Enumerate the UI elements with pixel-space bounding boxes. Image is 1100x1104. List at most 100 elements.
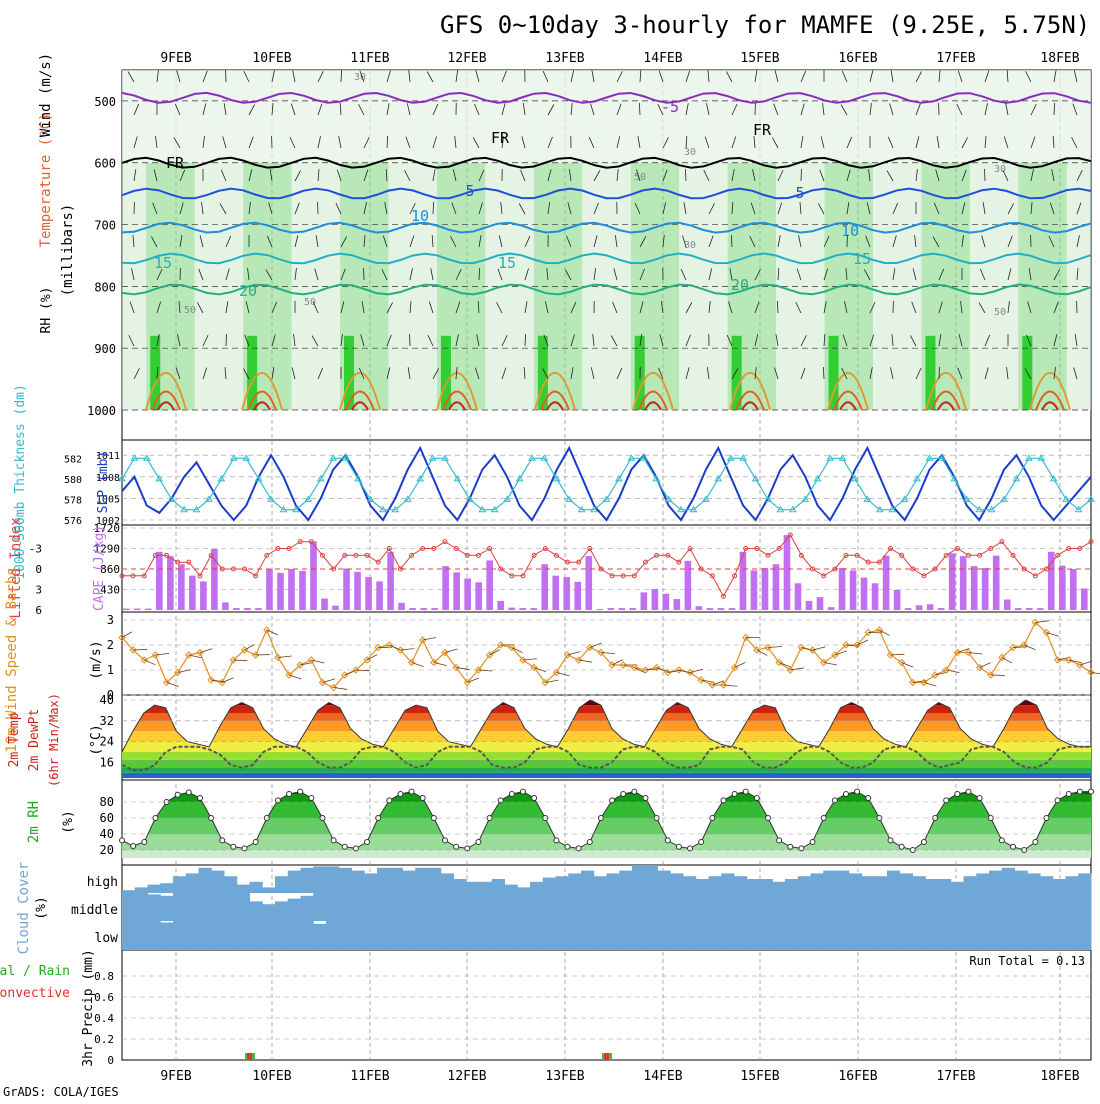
cape-bar xyxy=(541,564,548,610)
cloud-cover-bar xyxy=(747,879,760,893)
rh-marker xyxy=(509,792,514,797)
dewpt-axis-label: 2m DewPt xyxy=(27,709,42,772)
rh-marker xyxy=(398,792,403,797)
cloud-cover-bar xyxy=(173,921,186,950)
rh-marker xyxy=(309,796,314,801)
rh-marker xyxy=(587,840,592,845)
cloud-cover-bar xyxy=(989,871,1002,893)
wind-10m-barb xyxy=(590,643,602,647)
cloud-cover-bar xyxy=(734,893,747,921)
cloud-cover-bar xyxy=(951,893,964,921)
pressure-tick-label: 800 xyxy=(94,280,116,294)
pressure-tick-label: 1000 xyxy=(87,404,116,418)
rh-marker xyxy=(621,792,626,797)
rh-marker xyxy=(331,838,336,843)
cloud-cover-bar xyxy=(160,883,173,893)
wind-10m-barb xyxy=(367,655,377,660)
cape-bar xyxy=(641,592,648,610)
cloud-cover-bar xyxy=(199,868,212,893)
cape-bar xyxy=(707,608,714,610)
cloud-cover-bar xyxy=(709,876,722,893)
cloud-cover-bar xyxy=(772,882,785,893)
rh-marker xyxy=(855,789,860,794)
cloud-cover-bar xyxy=(148,921,161,950)
cape-bar xyxy=(233,608,240,610)
rh-shading-upper xyxy=(122,70,1091,163)
temp-contour-label: FR xyxy=(491,129,510,147)
cloud-cover-bar xyxy=(122,890,135,893)
cloud-cover-bar xyxy=(492,921,505,950)
cape-bar xyxy=(729,608,736,610)
rh-marker xyxy=(888,838,893,843)
rh-marker xyxy=(253,840,258,845)
cloud-cover-bar xyxy=(862,876,875,893)
rh2m-axis-label: 2m RH xyxy=(26,801,42,843)
bottom-date-label: 10FEB xyxy=(252,1069,291,1084)
rh-band xyxy=(122,834,1091,850)
cloud-cover-bar xyxy=(632,921,645,950)
cape-bar xyxy=(663,594,670,610)
cloud-cover-bar xyxy=(874,893,887,921)
cape-bar xyxy=(762,568,769,610)
cape-bar xyxy=(420,608,427,610)
precip-tick-label: 0.4 xyxy=(94,1012,114,1025)
cloud-cover-bar xyxy=(658,921,671,950)
cloud-cover-bar xyxy=(874,921,887,950)
temp-contour-label: 15 xyxy=(154,254,172,272)
rh-marker xyxy=(131,844,136,849)
cape-bar xyxy=(685,561,692,610)
cloud-cover-bar xyxy=(658,893,671,921)
cloud-cover-bar xyxy=(849,893,862,921)
cape-bar xyxy=(751,570,758,610)
cape-bar xyxy=(519,608,526,610)
bottom-date-label: 18FEB xyxy=(1040,1069,1079,1084)
cloud-cover-bar xyxy=(798,921,811,950)
cloud-cover-bar xyxy=(403,921,416,950)
cloud-cover-bar xyxy=(428,921,441,950)
cape-bar xyxy=(574,582,581,610)
cloud-cover-bar xyxy=(568,893,581,921)
cloud-cover-bar xyxy=(352,893,365,921)
cape-bar xyxy=(905,608,912,610)
rh-marker xyxy=(197,796,202,801)
cloud-cover-bar xyxy=(199,921,212,950)
temp-contour-label: 15 xyxy=(498,254,516,272)
cloud-cover-bar xyxy=(747,921,760,950)
cloud-cover-bar xyxy=(964,876,977,893)
rh-marker xyxy=(843,792,848,797)
cloud-cover-bar xyxy=(798,893,811,921)
cloud-cover-bar xyxy=(747,893,760,921)
wind-tick-label: 1 xyxy=(107,663,114,677)
cloud-cover-bar xyxy=(428,868,441,893)
cloud-cover-bar xyxy=(262,904,275,921)
rh-marker xyxy=(665,838,670,843)
cloud-cover-bar xyxy=(262,887,275,893)
cloud-cover-bar xyxy=(403,871,416,893)
rh-marker xyxy=(175,792,180,797)
cape-bar xyxy=(806,601,813,610)
cloud-cover-bar xyxy=(1066,893,1079,921)
rh-shading-high xyxy=(441,336,451,410)
rh-marker xyxy=(443,838,448,843)
temp-band xyxy=(122,700,1091,705)
cloud-cover-bar xyxy=(683,893,696,921)
cape-bar xyxy=(552,576,559,610)
cloud-cover-bar xyxy=(543,921,556,950)
cloud-cover-bar xyxy=(530,921,543,950)
cloud-cover-bar xyxy=(441,921,454,950)
cloud-cover-bar xyxy=(301,896,314,921)
cape-bar xyxy=(354,572,361,610)
cloud-cover-bar xyxy=(925,879,938,893)
pressure-tick-label: 500 xyxy=(94,95,116,109)
rh-marker xyxy=(899,844,904,849)
cloud-cover-bar xyxy=(989,921,1002,950)
wind-tick-label: 3 xyxy=(107,613,114,627)
cloud-cover-bar xyxy=(466,921,479,950)
rh-marker xyxy=(409,789,414,794)
cloud-cover-bar xyxy=(160,922,173,950)
top-date-label: 16FEB xyxy=(838,51,877,66)
cloud-cover-bar xyxy=(186,921,199,950)
cloud-cover-bar xyxy=(607,873,620,893)
cloud-cover-bar xyxy=(313,893,326,921)
